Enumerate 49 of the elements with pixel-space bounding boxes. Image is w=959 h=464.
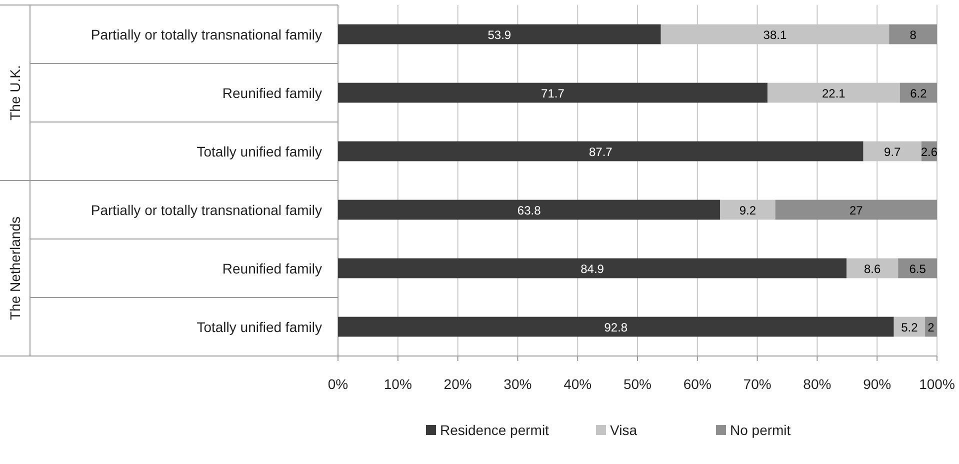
- x-tick-label: 0%: [328, 376, 348, 392]
- bar: [775, 200, 937, 220]
- bar: [889, 24, 937, 44]
- data-label: 71.7: [541, 86, 565, 100]
- legend-label: Visa: [610, 422, 638, 438]
- y-tick-label: Partially or totally transnational family: [90, 26, 322, 42]
- data-label: 38.1: [763, 28, 787, 42]
- legend-label: Residence permit: [440, 422, 550, 438]
- x-tick-label: 70%: [743, 376, 772, 392]
- data-label: 9.7: [884, 144, 902, 159]
- x-tick-label: 20%: [444, 376, 472, 392]
- data-label: 6.2: [910, 86, 928, 100]
- data-label: 84.9: [580, 262, 604, 276]
- x-tick-label: 40%: [564, 376, 592, 392]
- x-tick-label: 10%: [384, 376, 412, 392]
- y-tick-label: Totally unified family: [196, 318, 322, 335]
- x-tick-label: 60%: [683, 376, 712, 392]
- data-label: 87.7: [588, 144, 613, 159]
- y-tick-label: Partially or totally transnational family: [90, 202, 322, 218]
- bar: [338, 200, 720, 220]
- bar: [338, 24, 661, 44]
- legend-label: No permit: [730, 422, 791, 438]
- x-tick-label: 30%: [504, 376, 532, 392]
- data-label: 8.6: [864, 262, 881, 276]
- data-label: 27: [849, 203, 864, 218]
- data-label: 92.8: [604, 320, 628, 334]
- data-label: 2: [928, 320, 935, 334]
- data-label: 5.2: [901, 320, 918, 334]
- bar: [338, 258, 847, 278]
- bar: [898, 258, 937, 278]
- x-tick-label: 100%: [919, 376, 955, 392]
- y-tick-label: Reunified family: [222, 260, 322, 276]
- data-label: 2.6: [920, 144, 938, 159]
- data-label: 63.8: [517, 203, 542, 218]
- data-label: 6.5: [909, 262, 926, 276]
- x-tick-label: 80%: [803, 376, 832, 392]
- text: The U.K.: [7, 65, 23, 120]
- bar: [338, 316, 894, 337]
- y-tick-label: Reunified family: [222, 84, 322, 101]
- bar: [338, 82, 768, 103]
- text: The Netherlands: [7, 216, 23, 320]
- data-label: 22.1: [822, 86, 846, 100]
- bar: [338, 141, 864, 162]
- x-tick-label: 50%: [623, 376, 652, 392]
- data-label: 8: [910, 28, 917, 42]
- x-tick-label: 90%: [863, 376, 892, 392]
- y-tick-label: Totally unified family: [196, 143, 322, 160]
- data-label: 53.9: [488, 28, 512, 42]
- data-label: 9.2: [739, 203, 756, 218]
